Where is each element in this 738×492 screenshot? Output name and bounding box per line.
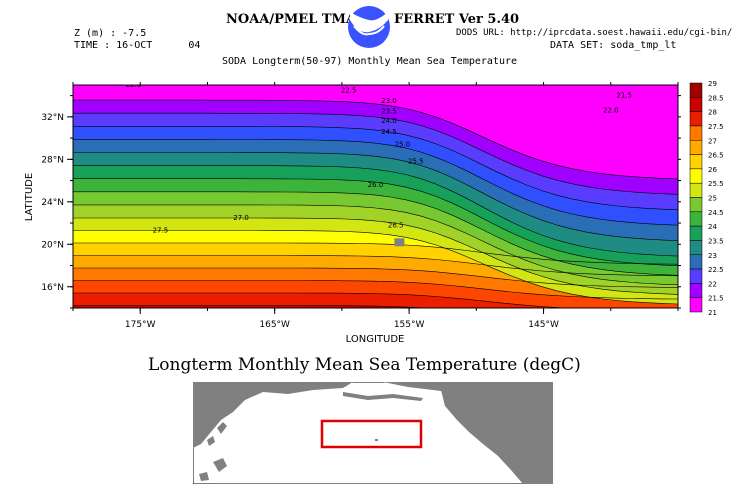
colorbar-label: 22 [708, 280, 717, 288]
colorbar-swatch [689, 225, 703, 241]
contour-label: 24.0 [381, 117, 397, 125]
colorbar-swatch [689, 82, 703, 98]
colorbar-label: 29 [708, 80, 717, 88]
x-tick-label: 155°W [394, 320, 425, 330]
y-tick-label: 16°N [41, 283, 64, 293]
colorbar-label: 28.5 [708, 94, 724, 102]
contour-label: 26.5 [388, 221, 404, 229]
z-level-label: Z (m) : -7.5 [74, 28, 147, 39]
colorbar-label: 21 [708, 309, 717, 317]
colorbar-swatch [689, 283, 703, 298]
dods-url-label: DODS URL: http://iprcdata.soest.hawaii.e… [456, 28, 733, 38]
plot-title: SODA Longterm(50-97) Monthly Mean Sea Te… [222, 56, 518, 67]
colorbar-label: 25.5 [708, 180, 724, 188]
colorbar-swatch [689, 254, 703, 270]
contour-line [73, 318, 678, 334]
colorbar-swatch [689, 240, 703, 255]
x-axis-label: LONGITUDE [346, 334, 405, 345]
time-label: TIME : 16-OCT 04 [74, 40, 201, 51]
contour-line [73, 126, 678, 211]
contour-label: 24.5 [381, 128, 397, 136]
hawaii-dot [375, 439, 378, 441]
land-marker [394, 238, 405, 247]
small-islands [199, 458, 227, 481]
colorbar-swatch [689, 111, 703, 127]
data-set-label: DATA SET: soda_tmp_lt [550, 40, 677, 51]
colorbar-label: 23.5 [708, 237, 724, 245]
contour-label: 27.0 [233, 214, 249, 222]
contour-line [73, 204, 678, 286]
colorbar-swatch [689, 197, 703, 213]
y-tick-label: 20°N [41, 240, 64, 250]
colorbar-label: 23 [708, 252, 717, 260]
bering-coast [383, 382, 553, 410]
noaa-logo-icon [348, 6, 390, 48]
y-tick-label: 28°N [41, 155, 64, 165]
contour-label: 23.5 [381, 108, 397, 116]
x-tick-label: 175°W [125, 320, 156, 330]
colorbar-swatch [689, 154, 703, 170]
colorbar-label: 25 [708, 195, 717, 203]
colorbar-swatch [689, 211, 703, 227]
contour-label: 26.0 [368, 181, 384, 189]
colorbar-label: 24 [708, 223, 717, 231]
colorbar-label: 22.5 [708, 266, 724, 274]
contour-label: 22.0 [603, 107, 619, 115]
colorbar-label: 21.5 [708, 295, 724, 303]
colorbar-swatch [689, 268, 703, 284]
contour-label: 25.5 [408, 158, 424, 166]
colorbar-swatch [689, 140, 703, 155]
contour-band [73, 85, 678, 179]
header-right-title: FERRET Ver 5.40 [394, 12, 520, 27]
contour-line [73, 112, 678, 195]
asia-landmass [193, 382, 353, 448]
colorbar-swatch [689, 125, 703, 141]
contour-line [73, 152, 678, 241]
colorbar-label: 24.5 [708, 209, 724, 217]
x-tick-label: 145°W [528, 320, 559, 330]
contour-line [73, 292, 573, 308]
y-axis-label: LATITUDE [24, 173, 35, 221]
colorbar-label: 26 [708, 166, 717, 174]
colorbar-label: 27.5 [708, 123, 724, 131]
contour-line [73, 99, 678, 180]
colorbar-label: 27 [708, 137, 717, 145]
colorbar-label: 26.5 [708, 152, 724, 160]
contour-line [73, 267, 678, 288]
contour-label: 22.0 [126, 81, 142, 89]
contour-label: 25.0 [395, 141, 411, 149]
contour-line [73, 255, 678, 277]
contour-line [73, 280, 678, 300]
contour-line [73, 242, 678, 265]
y-tick-label: 24°N [41, 198, 64, 208]
region-box [320, 419, 423, 449]
contour-line [73, 305, 429, 308]
plot-frame [72, 84, 679, 309]
contour-line [73, 178, 678, 266]
colorbar-swatch [689, 168, 703, 184]
colorbar-label: 28 [708, 109, 717, 117]
contour-line [73, 165, 678, 257]
colorbar-swatch [689, 97, 703, 112]
noaa-logo [346, 4, 392, 50]
japan-islands [207, 422, 227, 446]
contour-label: 22.5 [341, 86, 357, 94]
contour-label: 21.5 [616, 92, 632, 100]
main-title: Longterm Monthly Mean Sea Temperature (d… [148, 355, 581, 375]
y-tick-label: 32°N [41, 113, 64, 123]
contour-line [73, 191, 678, 276]
x-tick-label: 165°W [259, 320, 290, 330]
contour-line [73, 230, 678, 305]
aleutian-islands [343, 392, 423, 401]
temperature-chart: 22.022.523.023.524.024.525.025.526.026.5… [24, 80, 724, 345]
contour-label: 27.5 [153, 227, 169, 235]
north-america [441, 388, 553, 484]
contour-label: 23.0 [381, 97, 397, 105]
header-left-title: NOAA/PMEL TMAP [226, 12, 366, 27]
colorbar-swatch [689, 297, 703, 313]
colorbar-swatch [689, 182, 703, 198]
locator-map [193, 382, 553, 484]
contour-line [73, 139, 678, 226]
